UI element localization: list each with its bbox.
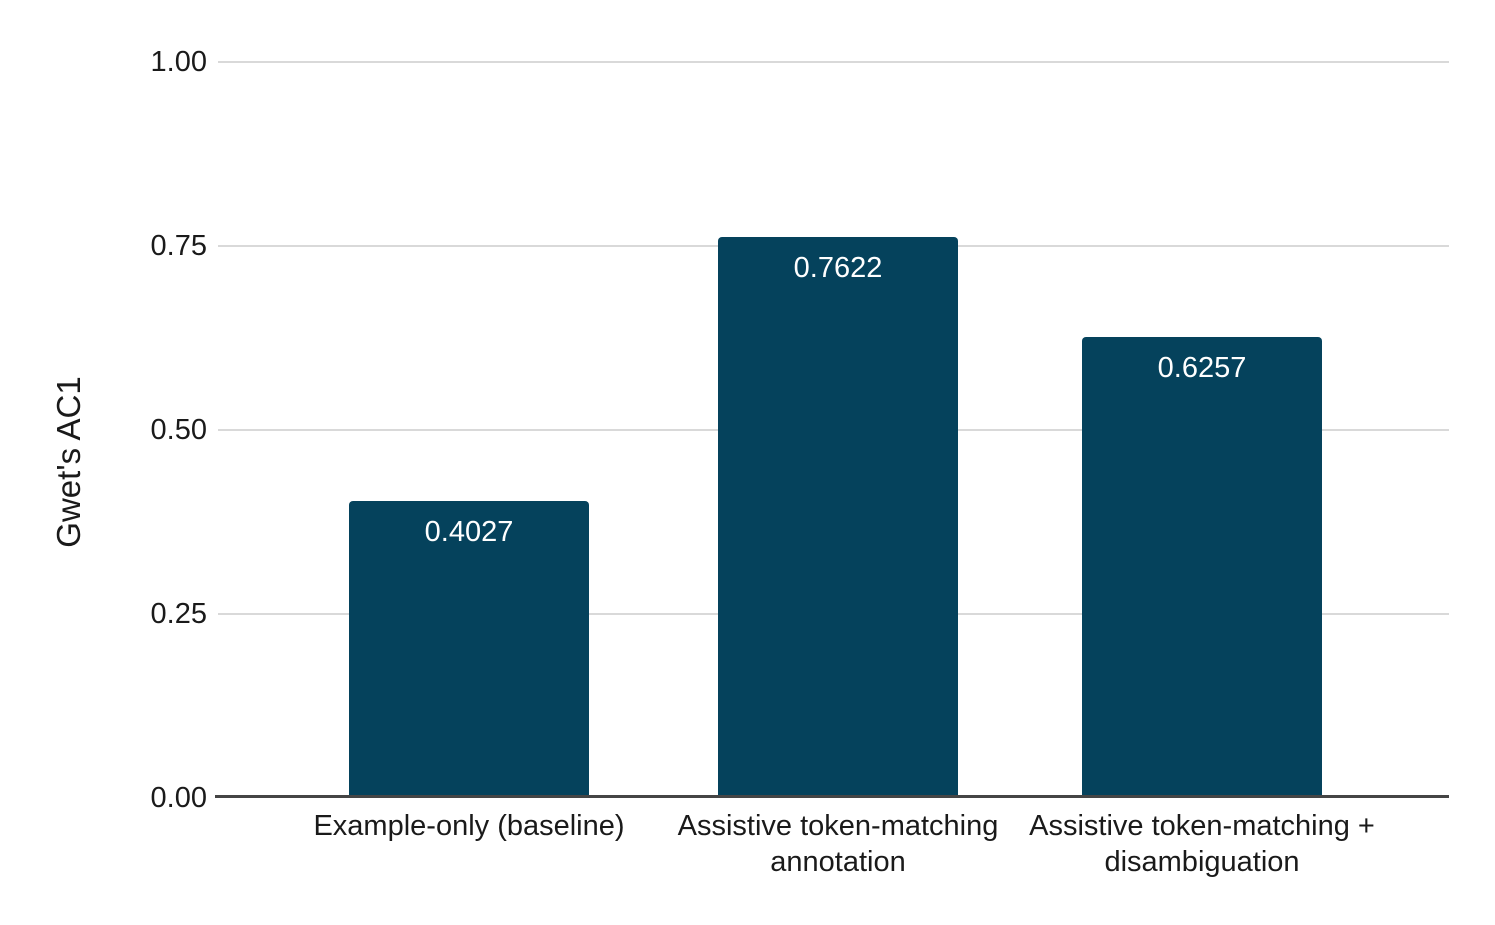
x-category-label: Assistive token-matching + disambiguatio… bbox=[1029, 810, 1375, 878]
y-axis-title: Gwet's AC1 bbox=[50, 376, 87, 548]
gridline bbox=[218, 61, 1449, 63]
bar-value-label: 0.6257 bbox=[1157, 352, 1247, 385]
bar: 0.7622 bbox=[718, 236, 958, 798]
y-tick-label: 0.75 bbox=[150, 229, 207, 262]
bar: 0.4027 bbox=[349, 501, 589, 798]
y-tick-label: 0.00 bbox=[150, 781, 207, 814]
y-tick-label: 0.50 bbox=[150, 413, 207, 446]
y-tick-label: 1.00 bbox=[150, 46, 207, 78]
y-tick-label: 0.25 bbox=[150, 597, 207, 630]
x-category-label: Example-only (baseline) bbox=[313, 810, 625, 842]
x-category-label: Assistive token-matching annotation bbox=[677, 810, 999, 878]
x-axis-line bbox=[215, 795, 1449, 798]
bar-value-label: 0.7622 bbox=[793, 251, 883, 284]
bar: 0.6257 bbox=[1082, 337, 1322, 798]
bar-value-label: 0.4027 bbox=[424, 516, 514, 549]
